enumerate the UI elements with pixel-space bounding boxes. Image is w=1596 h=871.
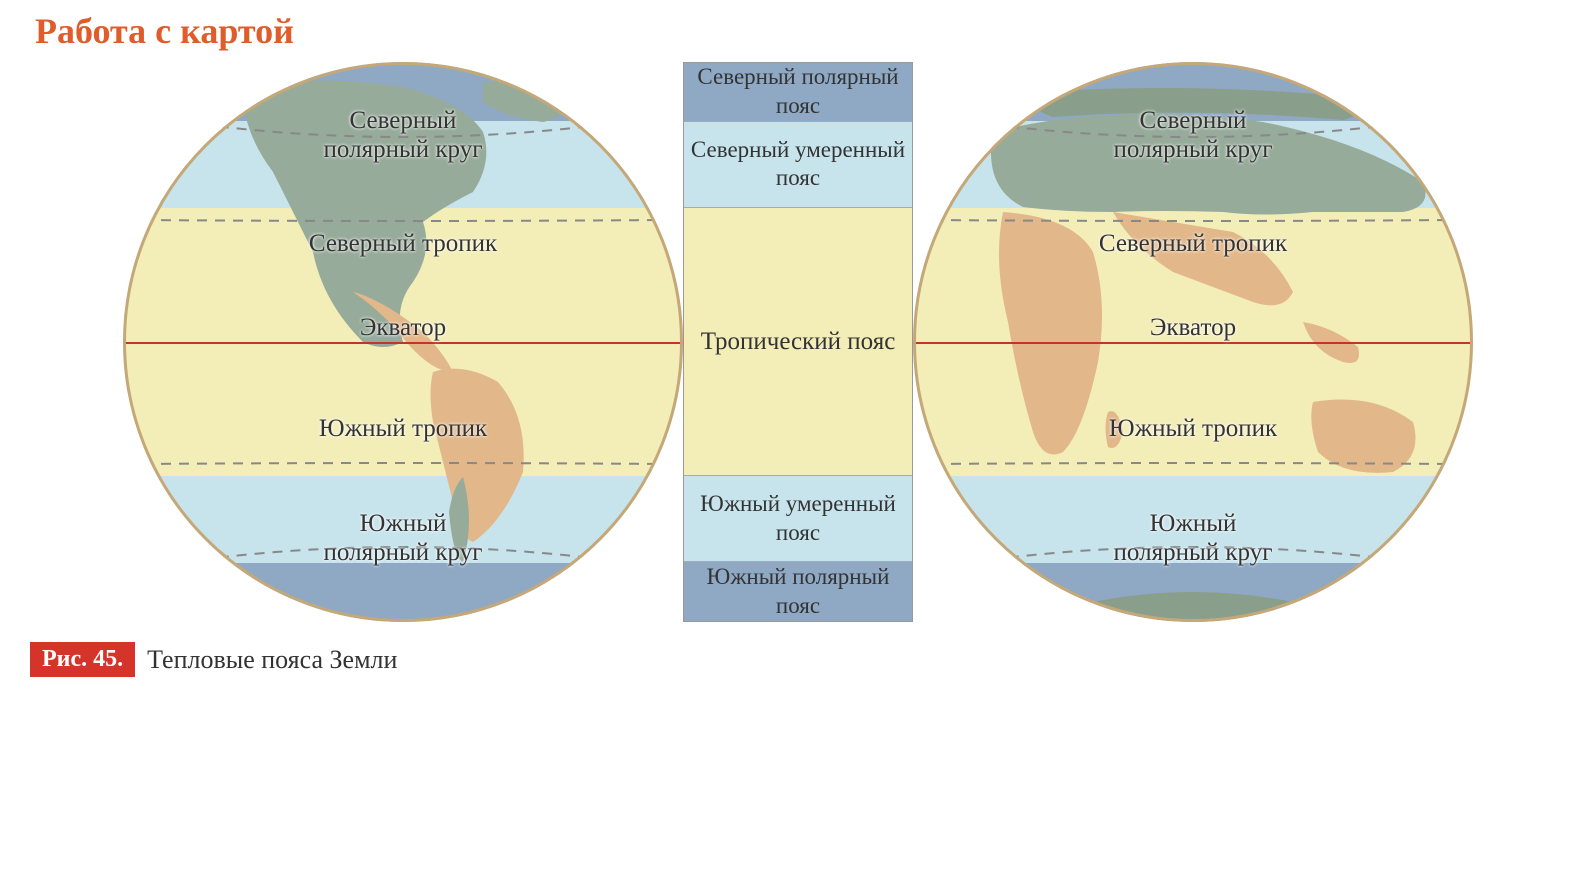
figure-caption: Рис. 45. Тепловые пояса Земли <box>30 642 1566 677</box>
legend-north-temperate: Северный умеренный пояс <box>684 122 912 208</box>
page-title: Работа с картой <box>30 10 1566 52</box>
legend-south-polar: Южный полярный пояс <box>684 562 912 621</box>
caption-badge: Рис. 45. <box>30 642 135 677</box>
caption-text: Тепловые пояса Земли <box>147 645 397 675</box>
legend-tropical: Тропический пояс <box>684 208 912 476</box>
legend-north-polar: Северный полярный пояс <box>684 63 912 122</box>
legend: Северный полярный пояс Северный умеренны… <box>683 62 913 622</box>
diagram-container: Северныйполярный круг Северный тропик Эк… <box>30 62 1566 622</box>
globe-eastern: Северныйполярный круг Северный тропик Эк… <box>913 62 1473 622</box>
globe-western: Северныйполярный круг Северный тропик Эк… <box>123 62 683 622</box>
circle-lines <box>123 62 683 622</box>
legend-south-temperate: Южный умеренный пояс <box>684 476 912 562</box>
circle-lines <box>913 62 1473 622</box>
